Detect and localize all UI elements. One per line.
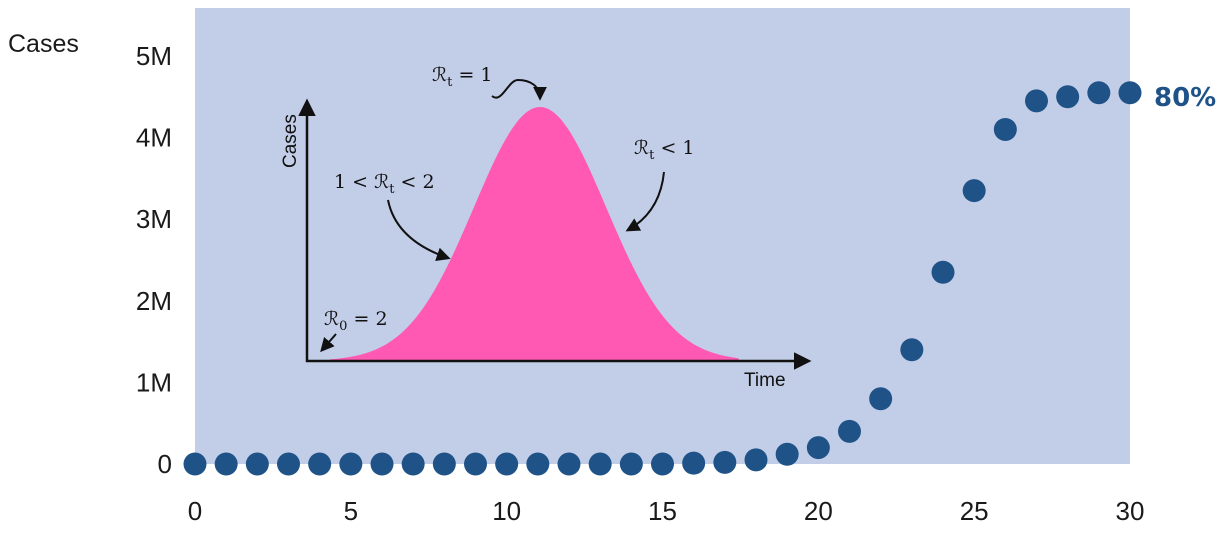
data-point (588, 452, 612, 476)
inset-y-axis-label: Cases (280, 114, 301, 168)
x-tick-label: 25 (960, 496, 989, 526)
data-point (775, 442, 799, 466)
data-point (962, 179, 986, 203)
data-point (526, 452, 550, 476)
x-tick-label: 0 (188, 496, 202, 526)
end-percentage-label: 80% (1154, 83, 1216, 113)
inset-curve-area (330, 107, 740, 361)
data-point (651, 452, 674, 476)
data-point (370, 452, 394, 476)
data-point (245, 452, 269, 476)
data-point (869, 387, 893, 411)
data-point (1056, 85, 1080, 109)
data-point (401, 452, 425, 476)
arrow-declining (625, 171, 665, 232)
annotation-growing: 1 < ℛt < 2 (334, 171, 435, 197)
data-point (931, 260, 955, 284)
arrow-r0 (320, 333, 337, 353)
y-tick-label: 1M (136, 367, 172, 397)
arrow-peak (491, 78, 547, 101)
data-point (339, 452, 363, 476)
data-point (1118, 81, 1142, 105)
plot-background (195, 8, 1130, 464)
annotation-r0: ℛ0 = 2 (324, 308, 388, 334)
y-tick-label: 2M (136, 286, 172, 316)
data-point (1087, 81, 1111, 105)
y-tick-label: 3M (136, 204, 172, 234)
data-point (432, 452, 456, 476)
x-tick-labels: 0 5 10 15 20 25 30 (188, 496, 1145, 526)
data-point (806, 436, 830, 460)
data-point (838, 419, 861, 443)
data-point (277, 452, 300, 476)
data-point (495, 452, 519, 476)
x-tick-label: 5 (344, 496, 358, 526)
data-point (713, 450, 737, 474)
arrow-growing (387, 199, 451, 261)
y-tick-label: 4M (136, 123, 172, 153)
y-tick-label: 5M (136, 41, 172, 71)
data-point (183, 452, 207, 476)
data-points (183, 81, 1142, 476)
y-tick-labels: 0 1M 2M 3M 4M 5M (136, 41, 172, 479)
data-point (682, 451, 706, 475)
data-point (900, 338, 924, 362)
annotation-declining: ℛt < 1 (634, 137, 695, 163)
data-point (214, 452, 238, 476)
y-axis-label: Cases (8, 30, 79, 58)
data-point (308, 452, 332, 476)
inset-epidemic-curve: Cases Time ℛ0 = 2 1 < ℛt < 2 ℛt = 1 ℛt <… (280, 64, 812, 391)
x-tick-label: 10 (492, 496, 521, 526)
data-point (464, 452, 487, 476)
y-tick-label: 0 (158, 449, 172, 479)
inset-x-axis-label: Time (744, 370, 786, 391)
x-tick-label: 20 (804, 496, 833, 526)
x-tick-label: 30 (1116, 496, 1145, 526)
annotation-peak: ℛt = 1 (432, 64, 493, 90)
data-point (557, 452, 581, 476)
data-point (1025, 89, 1048, 113)
data-point (993, 117, 1017, 141)
data-point (619, 452, 643, 476)
x-tick-label: 15 (648, 496, 677, 526)
data-point (744, 448, 768, 472)
